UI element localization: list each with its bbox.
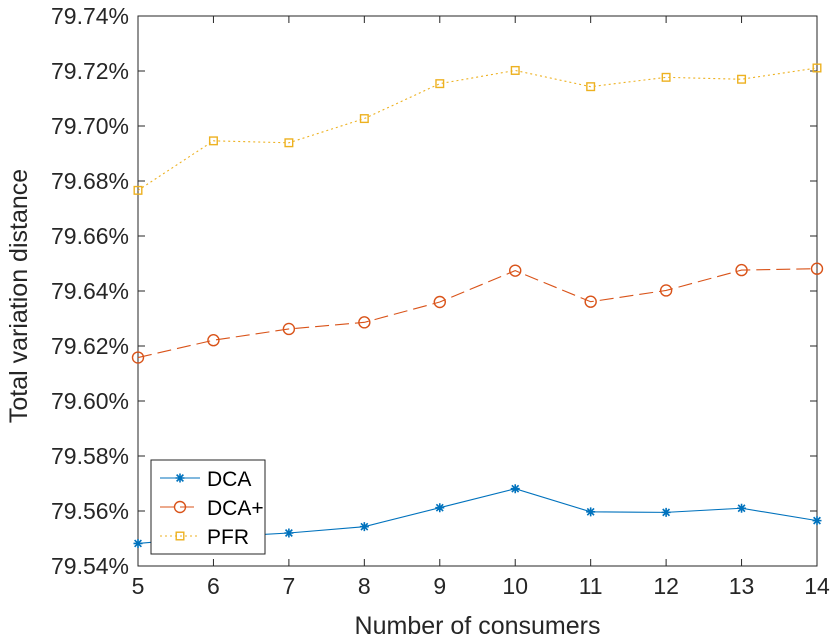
data-point-dca	[284, 528, 294, 538]
data-point-dca-plus	[282, 322, 296, 336]
y-tick-label: 79.70%	[51, 113, 129, 139]
x-tick-label: 13	[729, 573, 755, 599]
x-axis: 5 6 7 8 9 10 11 12 13 14	[132, 16, 830, 599]
x-tick-label: 11	[579, 573, 603, 599]
data-point-dca	[435, 503, 445, 513]
y-tick-label: 79.72%	[51, 58, 129, 84]
x-tick-label: 5	[132, 573, 145, 599]
x-tick-label: 9	[433, 573, 446, 599]
data-point-dca	[133, 538, 143, 548]
y-tick-label: 79.60%	[51, 388, 129, 414]
legend-marker	[175, 531, 185, 541]
y-tick-label: 79.54%	[51, 553, 129, 579]
data-point-dca-plus	[358, 316, 371, 329]
y-tick-label: 79.64%	[51, 278, 129, 304]
y-axis: 79.54% 79.56% 79.58% 79.60% 79.62% 79.64% 79.6…	[51, 3, 817, 579]
data-point-dca-plus	[433, 295, 446, 309]
data-point-dca-plus	[509, 264, 522, 277]
data-point-dca-plus	[584, 295, 597, 308]
data-point-pfr	[661, 72, 671, 82]
data-point-pfr	[586, 82, 596, 92]
x-tick-label: 12	[653, 573, 679, 599]
data-point-pfr	[435, 79, 445, 89]
series-markers	[131, 63, 824, 548]
x-tick-label: 6	[207, 573, 220, 599]
y-tick-label: 79.66%	[51, 223, 129, 249]
data-point-pfr	[284, 138, 294, 148]
legend-label: PFR	[207, 526, 249, 549]
x-tick-label: 7	[282, 573, 295, 599]
data-point-pfr	[737, 74, 747, 84]
x-axis-label: Number of consumers	[355, 612, 601, 640]
data-point-dca	[812, 516, 822, 526]
data-point-dca-plus	[131, 351, 145, 364]
data-point-dca	[737, 503, 747, 513]
data-point-pfr	[812, 63, 822, 73]
y-axis-label: Total variation distance	[5, 169, 33, 423]
x-tick-label: 10	[502, 573, 528, 599]
y-tick-label: 79.74%	[51, 3, 129, 29]
legend-marker	[175, 473, 185, 483]
legend-label: DCA	[207, 468, 251, 491]
data-point-dca	[586, 507, 596, 517]
data-point-dca	[510, 484, 520, 494]
x-tick-label: 14	[804, 573, 830, 599]
y-tick-label: 79.58%	[51, 443, 129, 469]
x-tick-label: 8	[358, 573, 371, 599]
legend-label: DCA+	[207, 497, 264, 520]
data-point-pfr	[510, 65, 520, 75]
data-point-dca-plus	[735, 263, 748, 277]
legend-marker	[173, 500, 187, 514]
series-line-pfr	[137, 67, 818, 191]
y-tick-label: 79.56%	[51, 498, 129, 524]
y-tick-label: 79.62%	[51, 333, 129, 359]
data-point-dca	[359, 522, 369, 532]
data-point-dca-plus	[659, 284, 673, 297]
data-point-pfr	[359, 114, 369, 124]
y-tick-label: 79.68%	[51, 168, 129, 194]
data-point-pfr	[133, 185, 143, 195]
data-point-dca-plus	[207, 334, 220, 347]
legend: DCA DCA+ PFR	[150, 459, 266, 555]
data-point-dca	[661, 507, 671, 517]
data-point-dca-plus	[810, 262, 824, 275]
data-point-pfr	[208, 136, 218, 146]
series-line-dca-plus	[137, 268, 818, 359]
